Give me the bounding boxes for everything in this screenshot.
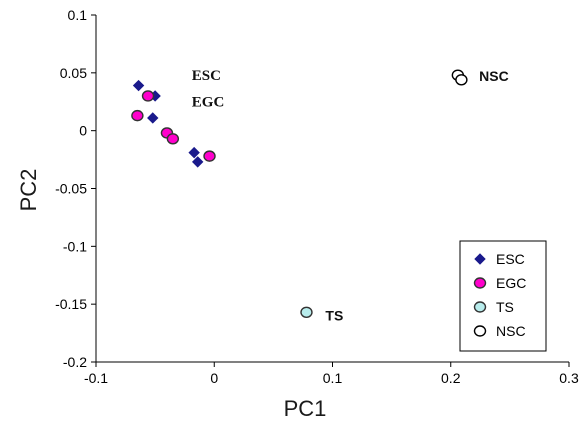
- y-tick-label: 0.05: [60, 65, 87, 81]
- egc-point: [141, 90, 155, 102]
- annotation-esc: ESC: [192, 68, 221, 84]
- legend-label: NSC: [496, 323, 526, 339]
- series-ts: [300, 306, 313, 318]
- x-tick-label: 0: [210, 370, 218, 386]
- legend-item-esc: ESC: [474, 251, 525, 267]
- legend: ESC EGC TS NSC: [459, 240, 547, 352]
- x-axis-title: PC1: [284, 396, 327, 421]
- legend-marker-egc: [473, 277, 487, 289]
- legend-label: ESC: [496, 251, 525, 267]
- esc-point: [188, 146, 200, 159]
- legend-item-nsc: NSC: [473, 323, 526, 339]
- y-tick-label: 0.1: [68, 7, 88, 23]
- x-tick-label: 0.2: [441, 370, 461, 386]
- x-tick-label: 0.1: [323, 370, 343, 386]
- series-egc: [131, 90, 216, 162]
- legend-item-ts: TS: [473, 299, 514, 315]
- esc-point: [147, 112, 159, 124]
- ts-point: [300, 306, 313, 318]
- x-tick-label: 0.3: [559, 370, 579, 386]
- annotation-nsc: NSC: [479, 68, 509, 84]
- esc-point: [132, 79, 145, 92]
- y-tick-label: -0.1: [63, 238, 87, 254]
- egc-point: [131, 109, 144, 122]
- y-tick-label: 0: [79, 123, 87, 139]
- y-tick-label: -0.05: [55, 181, 87, 197]
- y-tick-label: -0.2: [63, 354, 87, 370]
- esc-point: [191, 156, 204, 168]
- annotation-ts: TS: [325, 307, 343, 323]
- legend-label: TS: [496, 299, 514, 315]
- legend-label: EGC: [496, 275, 526, 291]
- y-axis-title: PC2: [16, 169, 41, 212]
- annotation-egc: EGC: [192, 94, 225, 110]
- legend-item-egc: EGC: [473, 275, 526, 291]
- legend-marker-ts: [473, 301, 487, 313]
- series-nsc: [451, 69, 468, 86]
- egc-point: [203, 150, 216, 162]
- nsc-point: [455, 74, 468, 86]
- legend-marker-nsc: [473, 325, 487, 337]
- y-tick-label: -0.15: [55, 296, 87, 312]
- legend-marker-esc: [474, 253, 486, 265]
- egc-point: [166, 133, 180, 145]
- x-tick-label: -0.1: [84, 370, 108, 386]
